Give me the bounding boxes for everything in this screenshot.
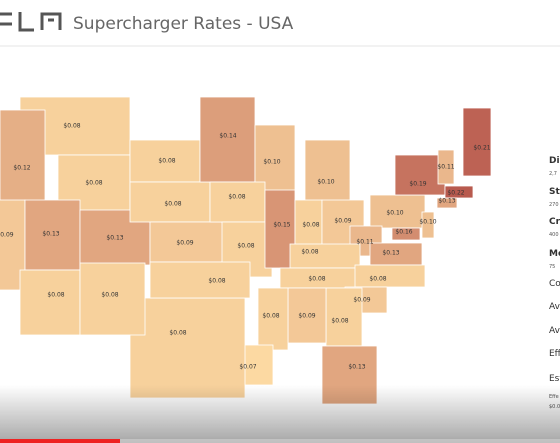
rate-label: $0.13	[348, 364, 365, 371]
rate-label: $0.21	[473, 145, 490, 152]
state	[462, 107, 492, 177]
panel-value: 75	[549, 264, 555, 270]
state	[444, 185, 474, 199]
state	[129, 181, 211, 223]
state	[394, 154, 446, 196]
state	[436, 197, 458, 209]
rate-label: $0.10	[317, 179, 334, 186]
rate-label: $0.09	[0, 232, 14, 239]
rate-label: $0.10	[263, 159, 280, 166]
rate-label: $0.07	[239, 364, 256, 371]
panel-value: 270	[549, 202, 559, 208]
rate-label: $0.12	[13, 165, 30, 172]
panel-label: Eff	[549, 349, 560, 359]
rate-label: $0.14	[219, 133, 236, 140]
rate-label: $0.11	[437, 164, 454, 171]
rate-label: $0.08	[228, 194, 245, 201]
state	[289, 243, 361, 269]
rate-label: $0.22	[447, 190, 464, 197]
rate-label: $0.08	[369, 276, 386, 283]
state	[19, 269, 81, 336]
map: $0.08 $0.12 $0.08 $0.09 $0.13 $0.13 $0.08 $0.08…	[0, 96, 492, 405]
rate-label: $0.11	[356, 239, 373, 246]
side-panel: Dis2,7Sta270Cr400Mo75CoAvAvEffEstEffe$0.…	[549, 156, 560, 410]
rate-label: $0.13	[106, 235, 123, 242]
rate-label: $0.08	[158, 158, 175, 165]
rate-label: $0.08	[101, 292, 118, 299]
rate-label: $0.08	[262, 313, 279, 320]
rate-label: $0.10	[419, 219, 436, 226]
rate-label: $0.09	[176, 240, 193, 247]
rate-label: $0.09	[334, 218, 351, 225]
state	[304, 139, 351, 203]
state	[129, 297, 246, 399]
state	[391, 227, 421, 241]
rate-label: $0.08	[331, 318, 348, 325]
state	[149, 261, 251, 299]
panel-value: 2,7	[549, 171, 557, 177]
rate-label: $0.13	[382, 250, 399, 257]
state	[325, 287, 363, 347]
title: Supercharger Rates - USA	[73, 14, 294, 34]
progress-track	[0, 439, 560, 443]
state	[129, 139, 201, 183]
panel-label: Av	[549, 326, 560, 336]
state	[354, 264, 426, 288]
rate-label: $0.13	[438, 198, 455, 205]
rate-label: $0.08	[308, 276, 325, 283]
rate-label: $0.10	[386, 210, 403, 217]
state	[369, 194, 426, 229]
panel-label: Cr	[549, 217, 560, 227]
state	[437, 149, 455, 185]
progress-bar	[0, 439, 120, 443]
logo	[0, 12, 62, 32]
panel-label: Sta	[549, 187, 560, 197]
state	[24, 199, 81, 271]
rate-label: $0.08	[237, 243, 254, 250]
panel-label: Av	[549, 302, 560, 312]
panel-value: 400	[549, 232, 559, 238]
rate-label: $0.08	[47, 292, 64, 299]
rate-label: $0.16	[395, 229, 412, 236]
panel-label: Est	[549, 374, 560, 384]
panel-label: Dis	[549, 156, 560, 166]
rate-label: $0.08	[63, 123, 80, 130]
rate-label: $0.13	[42, 231, 59, 238]
state	[149, 221, 226, 263]
state	[79, 262, 146, 336]
rate-label: $0.08	[85, 180, 102, 187]
state	[199, 96, 256, 183]
panel-label: Mo	[549, 249, 560, 259]
rate-label: $0.08	[302, 222, 319, 229]
rate-label: $0.08	[164, 201, 181, 208]
rate-label: $0.09	[298, 313, 315, 320]
state	[287, 287, 327, 344]
video-shade	[0, 385, 560, 443]
state	[421, 211, 435, 239]
rate-label: $0.08	[301, 249, 318, 256]
rate-label: $0.08	[208, 278, 225, 285]
state	[0, 109, 46, 206]
state	[209, 181, 266, 223]
rate-label: $0.19	[409, 181, 426, 188]
state	[294, 199, 323, 253]
rate-label: $0.15	[273, 222, 290, 229]
rate-label: $0.08	[169, 330, 186, 337]
panel-label: Co	[549, 279, 560, 289]
rate-label: $0.09	[353, 297, 370, 304]
state	[257, 287, 289, 351]
